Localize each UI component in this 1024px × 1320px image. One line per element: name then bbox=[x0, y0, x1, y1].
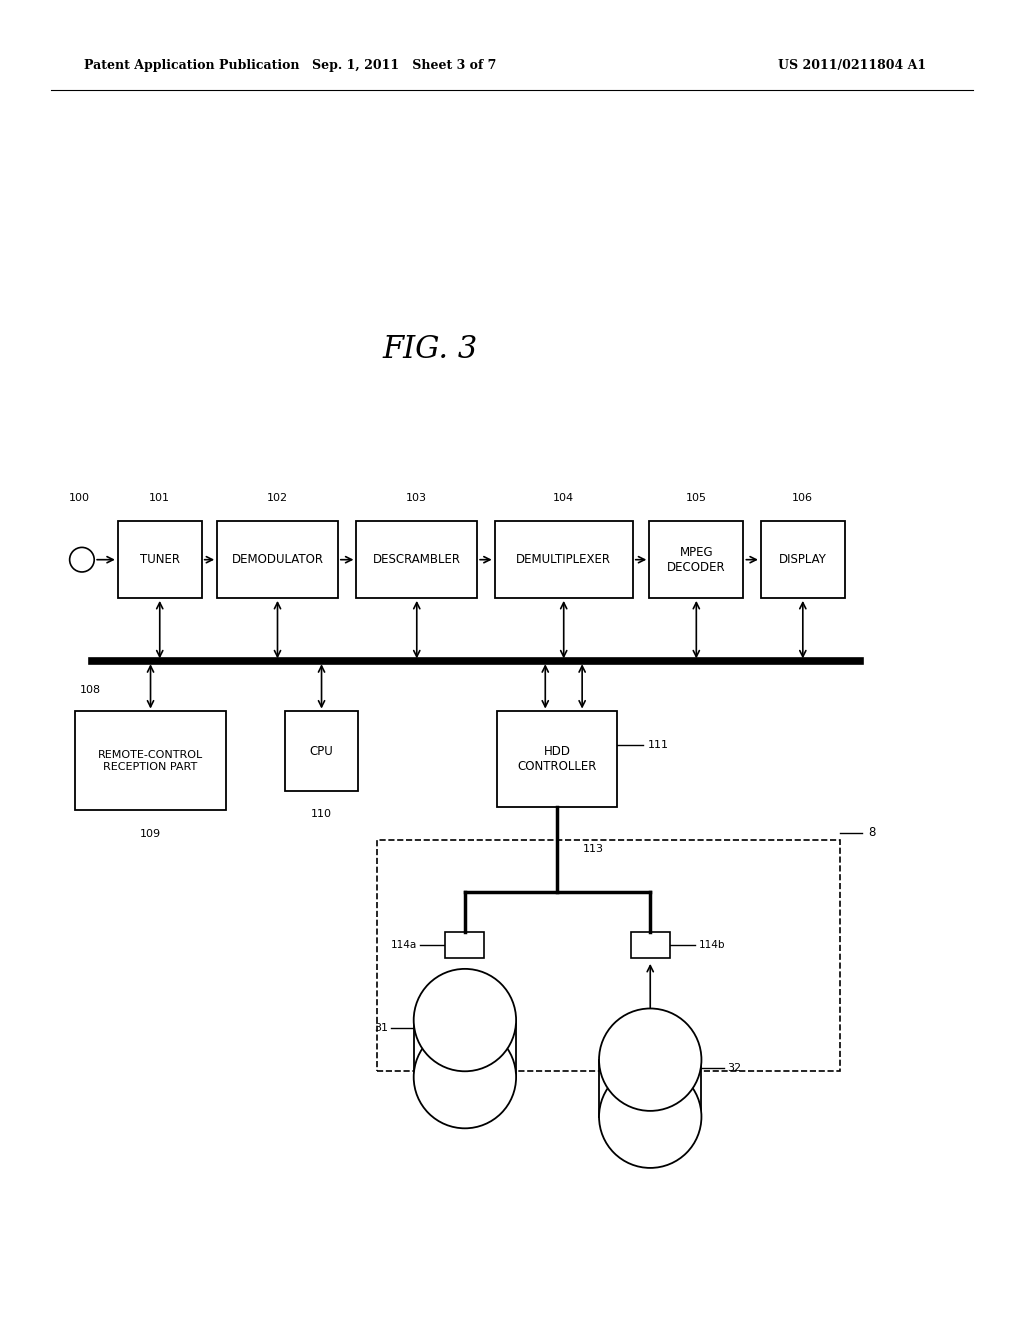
Bar bbox=[445, 932, 484, 958]
Bar bbox=[118, 521, 202, 598]
Text: FIG. 3: FIG. 3 bbox=[382, 334, 478, 366]
Text: INSTALLED
HDD: INSTALLED HDD bbox=[433, 1036, 497, 1064]
Bar bbox=[217, 521, 338, 598]
Text: 106: 106 bbox=[793, 492, 813, 503]
Text: 102: 102 bbox=[267, 492, 288, 503]
Text: TUNER: TUNER bbox=[139, 553, 180, 566]
Text: Sep. 1, 2011   Sheet 3 of 7: Sep. 1, 2011 Sheet 3 of 7 bbox=[312, 59, 497, 73]
Bar bbox=[356, 521, 477, 598]
Text: MPEG
DECODER: MPEG DECODER bbox=[667, 545, 726, 574]
Text: CASSETTE
HDD: CASSETTE HDD bbox=[621, 1076, 680, 1104]
Text: HDD
CONTROLLER: HDD CONTROLLER bbox=[517, 744, 597, 774]
Ellipse shape bbox=[70, 548, 94, 572]
Bar bbox=[649, 521, 743, 598]
Text: 110: 110 bbox=[311, 809, 332, 820]
Text: US 2011/0211804 A1: US 2011/0211804 A1 bbox=[778, 59, 927, 73]
Text: 108: 108 bbox=[80, 685, 101, 696]
Bar bbox=[75, 711, 226, 810]
Text: 114a: 114a bbox=[390, 940, 417, 950]
Text: 32: 32 bbox=[727, 1063, 741, 1073]
Ellipse shape bbox=[414, 1026, 516, 1129]
Text: 114b: 114b bbox=[698, 940, 725, 950]
Text: 111: 111 bbox=[648, 739, 670, 750]
Text: 103: 103 bbox=[407, 492, 427, 503]
Text: 100: 100 bbox=[69, 492, 89, 503]
Ellipse shape bbox=[599, 1065, 701, 1168]
Text: 113: 113 bbox=[583, 845, 604, 854]
Text: REMOTE-CONTROL
RECEPTION PART: REMOTE-CONTROL RECEPTION PART bbox=[98, 750, 203, 772]
Text: CPU: CPU bbox=[309, 744, 334, 758]
Text: 105: 105 bbox=[686, 492, 707, 503]
Text: 104: 104 bbox=[553, 492, 574, 503]
Text: DEMODULATOR: DEMODULATOR bbox=[231, 553, 324, 566]
Text: DEMULTIPLEXER: DEMULTIPLEXER bbox=[516, 553, 611, 566]
Text: 101: 101 bbox=[150, 492, 170, 503]
Text: DISPLAY: DISPLAY bbox=[779, 553, 826, 566]
Text: 109: 109 bbox=[140, 829, 161, 840]
Bar bbox=[497, 711, 617, 807]
Bar bbox=[495, 521, 633, 598]
Text: 31: 31 bbox=[374, 1023, 388, 1034]
Bar bbox=[761, 521, 845, 598]
Bar bbox=[285, 711, 358, 791]
Text: Patent Application Publication: Patent Application Publication bbox=[84, 59, 299, 73]
Text: 8: 8 bbox=[868, 826, 876, 840]
Ellipse shape bbox=[599, 1008, 701, 1111]
Bar bbox=[377, 840, 840, 1071]
Text: DESCRAMBLER: DESCRAMBLER bbox=[373, 553, 461, 566]
Bar bbox=[631, 932, 670, 958]
Ellipse shape bbox=[414, 969, 516, 1072]
